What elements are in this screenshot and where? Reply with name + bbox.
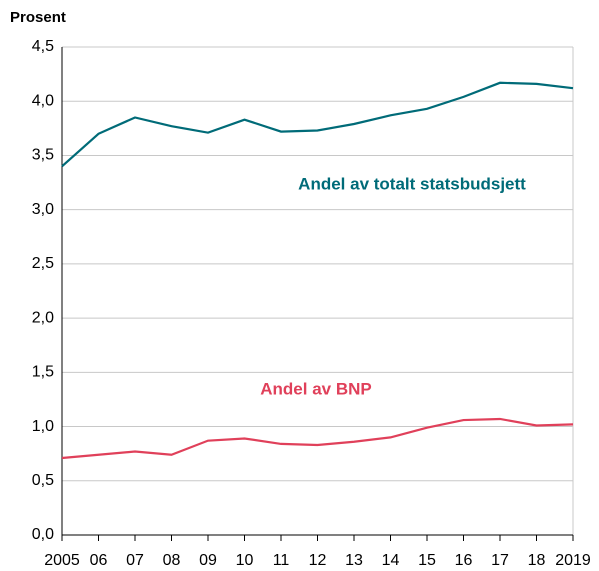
y-tick-label: 0,5 <box>32 472 54 489</box>
x-tick-label: 17 <box>491 552 509 569</box>
y-tick-label: 0,0 <box>32 526 54 543</box>
x-tick-label: 07 <box>126 552 144 569</box>
x-tick-label: 10 <box>236 552 254 569</box>
series-label: Andel av totalt statsbudsjett <box>298 174 526 193</box>
x-tick-label: 08 <box>163 552 181 569</box>
y-tick-label: 1,5 <box>32 364 54 381</box>
x-tick-label: 2019 <box>555 552 591 569</box>
series-label: Andel av BNP <box>260 379 371 398</box>
y-tick-label: 2,0 <box>32 309 54 326</box>
x-tick-label: 06 <box>90 552 108 569</box>
y-tick-label: 4,5 <box>32 38 54 55</box>
series-line <box>61 417 574 460</box>
x-tick-label: 16 <box>455 552 473 569</box>
x-tick-label: 18 <box>528 552 546 569</box>
x-tick-label: 15 <box>418 552 436 569</box>
x-tick-label: 12 <box>309 552 327 569</box>
x-tick-label: 11 <box>273 552 290 569</box>
x-tick-label: 13 <box>345 552 363 569</box>
series-line <box>61 81 574 168</box>
x-tick-label: 2005 <box>44 552 80 569</box>
x-tick-label: 14 <box>382 552 400 569</box>
y-tick-label: 3,0 <box>32 201 54 218</box>
y-axis-label: Prosent <box>10 9 66 26</box>
y-tick-label: 4,0 <box>32 92 54 109</box>
x-tick-label: 09 <box>199 552 217 569</box>
y-tick-label: 1,0 <box>32 418 54 435</box>
y-tick-label: 2,5 <box>32 255 54 272</box>
y-tick-label: 3,5 <box>32 147 54 164</box>
